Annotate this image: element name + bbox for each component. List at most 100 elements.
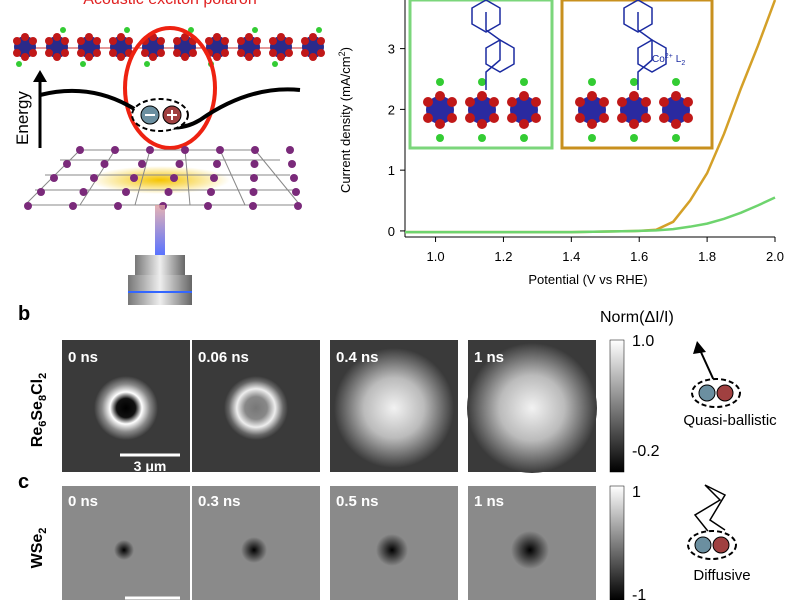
atom: [617, 113, 627, 123]
atom: [436, 78, 444, 86]
atom: [683, 113, 693, 123]
atom: [111, 146, 119, 154]
scale-bar-label: 3 μm: [134, 458, 167, 474]
atom: [122, 188, 130, 196]
atom: [435, 91, 445, 101]
cluster: [662, 96, 690, 124]
hole: [712, 536, 730, 554]
atom: [175, 160, 184, 168]
transport-mode: Quasi-ballistic: [683, 412, 777, 429]
cluster: [510, 96, 538, 124]
atom: [288, 160, 296, 168]
atom: [221, 49, 229, 57]
panel-title: Acoustic exciton polaron: [83, 0, 256, 8]
atom: [205, 37, 213, 45]
atom: [124, 27, 130, 33]
atom: [130, 174, 138, 182]
y-tick-label: 3: [388, 42, 395, 57]
atom: [90, 174, 98, 182]
colorbar-min: -0.2: [632, 443, 660, 460]
atom: [21, 53, 29, 61]
atom: [24, 202, 32, 210]
time-label: 1 ns: [474, 493, 504, 510]
atom: [173, 49, 181, 57]
atom: [294, 202, 302, 210]
atom: [285, 37, 293, 45]
atom: [317, 37, 325, 45]
atom: [588, 78, 596, 86]
atom: [76, 146, 84, 154]
ring: [485, 39, 515, 73]
atom: [587, 91, 597, 101]
atom: [170, 174, 178, 182]
atom: [207, 188, 215, 196]
atom: [671, 119, 681, 129]
label-part: Co: [652, 54, 665, 65]
atom: [309, 53, 317, 61]
y-tick-label: 2: [388, 102, 395, 117]
y-tick-label: 0: [388, 224, 395, 239]
time-label: 0.06 ns: [198, 349, 249, 366]
label-part: 2: [681, 60, 685, 67]
ring: [623, 0, 653, 33]
atom: [45, 37, 53, 45]
atom: [249, 202, 257, 210]
atom: [671, 91, 681, 101]
atom: [173, 37, 181, 45]
atom: [149, 53, 157, 61]
atom: [61, 37, 69, 45]
time-label: 0 ns: [68, 493, 98, 510]
atom: [79, 188, 88, 196]
atom: [249, 188, 258, 196]
y-tick-label: 1: [388, 163, 395, 178]
atom: [477, 119, 487, 129]
time-label: 0.4 ns: [336, 349, 379, 366]
data-line: [405, 196, 776, 234]
atom: [157, 49, 165, 57]
inset-label: Co2+ L2: [652, 53, 685, 67]
atom: [53, 33, 61, 41]
atom: [659, 113, 669, 123]
atom: [269, 49, 277, 57]
x-tick-label: 1.6: [630, 249, 648, 264]
atom: [478, 134, 486, 142]
atom: [423, 113, 433, 123]
molecule: [485, 12, 501, 90]
atom: [641, 113, 651, 123]
atom: [93, 37, 101, 45]
atom: [277, 33, 285, 41]
label-part: 2: [337, 51, 347, 56]
atom: [60, 27, 66, 33]
atom: [447, 113, 457, 123]
atom: [125, 37, 133, 45]
atom: [465, 97, 475, 107]
x-tick-label: 1.2: [494, 249, 512, 264]
atom: [213, 53, 221, 61]
atom: [301, 37, 309, 45]
colorbar-max: 1.0: [632, 333, 654, 350]
atom: [269, 37, 277, 45]
emission: [511, 531, 549, 569]
label-part: ): [338, 47, 353, 51]
atom: [285, 49, 293, 57]
label-part: Current density (mA/cm: [338, 56, 353, 193]
atom: [317, 49, 325, 57]
energy-label: Energy: [13, 91, 32, 145]
atom: [13, 49, 21, 57]
label-part: Se: [29, 401, 46, 421]
atom: [478, 78, 486, 86]
atom: [519, 119, 529, 129]
atom: [37, 188, 45, 196]
label-part: WSe: [29, 534, 46, 569]
colorbar-max: 1: [632, 484, 641, 501]
emission: [224, 376, 288, 440]
ring: [471, 0, 501, 33]
atom: [507, 113, 517, 123]
atom: [301, 49, 309, 57]
atom: [252, 27, 258, 33]
atom: [465, 113, 475, 123]
atom: [520, 134, 528, 142]
atom: [489, 97, 499, 107]
atom: [117, 53, 125, 61]
